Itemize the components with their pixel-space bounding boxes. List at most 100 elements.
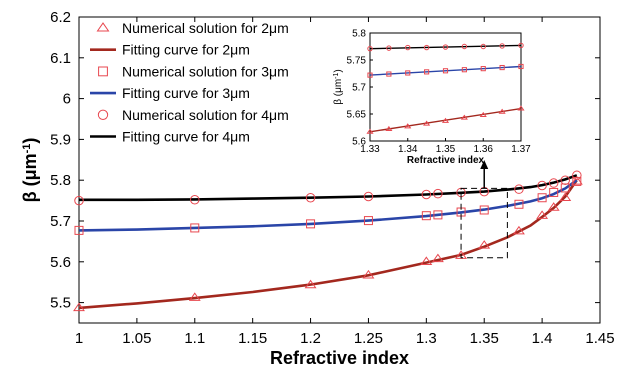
data-point-square — [190, 223, 200, 233]
data-point-triangle — [304, 279, 317, 289]
legend-label: Fitting curve for 4μm — [122, 129, 250, 145]
inset-data-point-square — [424, 69, 430, 75]
data-point-triangle — [478, 240, 491, 249]
inset-x-tick-label: 1.36 — [474, 144, 494, 155]
legend-marker-circle — [97, 109, 109, 120]
x-tick-label: 1.25 — [354, 330, 383, 347]
data-point-circle — [74, 195, 84, 206]
data-point-circle — [560, 175, 571, 185]
inset-frame — [369, 32, 522, 142]
data-point-circle — [421, 189, 432, 200]
inset-data-point-triangle — [517, 105, 525, 111]
inset-data-point-triangle — [404, 123, 412, 129]
data-point-triangle — [455, 250, 468, 259]
inset-y-tick-label: 5.65 — [347, 110, 367, 121]
inset-data-point-triangle — [460, 114, 468, 120]
inset-data-point-circle — [386, 45, 392, 51]
data-point-triangle — [420, 256, 433, 265]
x-tick-label: 1 — [75, 330, 83, 347]
y-axis-title: β (μm-1) — [20, 138, 40, 203]
inset-series-line-5 — [369, 44, 522, 50]
legend-label: Fitting curve for 2μm — [122, 42, 250, 58]
data-point-triangle — [512, 225, 525, 235]
y-tick-label: 5.5 — [50, 295, 71, 312]
inset-x-tick-label: 1.34 — [398, 144, 418, 155]
data-point-triangle — [547, 202, 560, 211]
inset-y-tick-label: 5.75 — [347, 56, 367, 67]
inset-data-point-square — [386, 71, 392, 77]
data-point-triangle — [559, 192, 572, 201]
data-point-square — [306, 219, 316, 229]
data-point-square — [421, 211, 431, 221]
x-tick-label: 1.2 — [300, 330, 321, 347]
data-point-square — [572, 176, 582, 186]
y-tick-label: 5.6 — [50, 254, 71, 271]
data-point-circle — [514, 184, 524, 194]
inset-data-point-circle — [499, 43, 505, 49]
data-point-triangle — [73, 302, 85, 312]
inset-data-point-square — [367, 72, 373, 78]
inset-data-point-circle — [442, 44, 449, 50]
y-tick-label: 5.9 — [50, 131, 71, 148]
data-point-triangle — [362, 269, 375, 279]
y-tick-label: 5.7 — [50, 213, 71, 230]
data-point-circle — [433, 188, 443, 199]
x-axis-title: Refractive index — [270, 348, 409, 368]
inset-x-tick-label: 1.37 — [511, 144, 531, 155]
data-point-square — [363, 216, 373, 226]
legend-marker-triangle — [96, 22, 110, 32]
data-point-square — [549, 187, 559, 197]
x-tick-label: 1.45 — [585, 330, 614, 347]
data-point-triangle — [431, 253, 444, 263]
inset-data-point-square — [499, 64, 505, 71]
inset-data-point-square — [480, 66, 486, 72]
data-point-square — [537, 193, 547, 203]
data-point-triangle — [536, 210, 549, 219]
inset-data-point-circle — [423, 44, 430, 51]
data-point-square — [479, 205, 489, 215]
data-point-circle — [537, 180, 547, 191]
inset-data-point-triangle — [366, 128, 374, 134]
inset-data-point-triangle — [479, 111, 487, 117]
x-tick-label: 1.1 — [184, 330, 205, 347]
data-point-square — [74, 225, 84, 235]
zoom-arrow-head — [480, 160, 489, 169]
y-tick-label: 6.1 — [50, 50, 71, 67]
x-tick-label: 1.4 — [532, 330, 553, 347]
data-point-square — [514, 199, 524, 209]
data-point-triangle — [570, 176, 583, 185]
inset-data-point-triangle — [385, 125, 393, 132]
data-point-circle — [305, 192, 316, 203]
inset-data-point-circle — [518, 42, 524, 49]
inset-x-tick-label: 1.35 — [436, 144, 456, 155]
legend: Numerical solution for 2μm Fitting curve … — [90, 20, 289, 145]
data-point-square — [433, 210, 443, 220]
data-point-circle — [548, 178, 559, 188]
x-tick-label: 1.35 — [470, 330, 499, 347]
data-point-circle — [363, 191, 374, 202]
y-tick-label: 5.8 — [50, 172, 71, 189]
y-tick-label: 6.2 — [50, 9, 71, 26]
inset-x-tick-label: 1.33 — [360, 144, 380, 155]
inset-data-point-circle — [480, 43, 486, 50]
legend-label: Numerical solution for 3μm — [122, 63, 289, 79]
inset-data-point-square — [405, 70, 411, 76]
data-point-circle — [190, 195, 200, 205]
inset-data-point-triangle — [498, 108, 506, 114]
legend-label: Numerical solution for 4μm — [122, 107, 289, 123]
inset-series-line-1 — [369, 107, 522, 133]
legend-label: Fitting curve for 3μm — [122, 85, 250, 101]
inset-series-line-3 — [369, 65, 522, 76]
inset-data-point-circle — [461, 43, 468, 50]
inset-data-point-square — [518, 63, 524, 70]
x-tick-label: 1.15 — [238, 330, 267, 347]
inset-y-tick-label: 5.7 — [352, 83, 366, 94]
x-tick-label: 1.05 — [122, 330, 151, 347]
inset-y-tick-label: 5.8 — [352, 29, 366, 40]
x-tick-label: 1.3 — [416, 330, 437, 347]
inset-data-point-circle — [367, 45, 373, 52]
main-plot: 1 1.05 1.1 1.15 1.2 1.25 1.3 1.35 1.4 1.455.55.65… — [20, 9, 615, 368]
inset-data-point-triangle — [441, 117, 450, 123]
inset-y-tick-label: 5.6 — [352, 137, 366, 148]
